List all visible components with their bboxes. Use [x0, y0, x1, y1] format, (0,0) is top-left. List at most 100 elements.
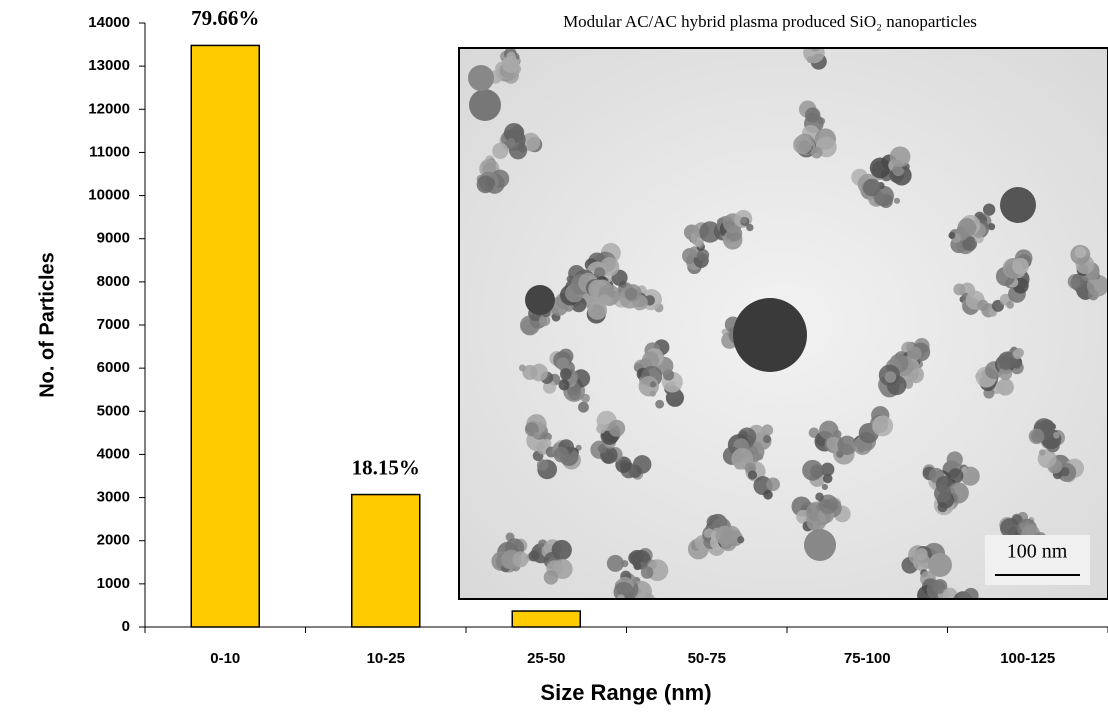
y-tick-label: 3000 — [97, 489, 130, 506]
particle — [468, 65, 494, 91]
particle — [543, 570, 559, 585]
particle — [933, 484, 952, 503]
particle — [640, 566, 654, 579]
particle — [977, 597, 987, 599]
particle — [946, 451, 963, 468]
particle — [636, 601, 642, 607]
y-tick-label: 11000 — [89, 143, 130, 160]
particle — [522, 364, 538, 380]
particle — [763, 490, 773, 500]
particle — [578, 401, 589, 413]
particle — [826, 436, 841, 451]
inset-image: 100 nm — [458, 47, 1108, 618]
particle — [962, 236, 978, 251]
particle — [525, 285, 555, 315]
particle — [518, 364, 526, 372]
particle — [954, 601, 960, 607]
particle — [928, 553, 952, 577]
y-tick-label: 8000 — [97, 273, 130, 290]
particle — [1086, 274, 1108, 297]
y-tick-label: 1000 — [97, 575, 130, 592]
particle — [1074, 246, 1087, 259]
particle — [932, 578, 948, 594]
particle — [1053, 431, 1060, 439]
x-tick-label: 75-100 — [844, 650, 891, 667]
particle — [556, 357, 570, 371]
x-tick-label: 25-50 — [527, 650, 565, 667]
annotation: 18.15% — [352, 455, 420, 479]
particle — [746, 223, 754, 232]
particle — [696, 249, 710, 262]
particle — [621, 560, 629, 568]
particles — [468, 48, 1108, 618]
particle — [809, 48, 821, 52]
particle — [507, 137, 516, 146]
y-tick-label: 12000 — [88, 100, 130, 117]
y-tick-label: 6000 — [97, 359, 130, 376]
particle — [606, 554, 624, 572]
particle — [649, 390, 656, 397]
x-tick-label: 100-125 — [1000, 650, 1055, 667]
particle — [485, 178, 496, 188]
particle — [747, 470, 758, 480]
scale-bar-label: 100 nm — [1007, 541, 1068, 563]
particle — [818, 494, 838, 515]
particle — [617, 594, 625, 599]
particle — [649, 381, 657, 388]
particle — [631, 549, 651, 570]
y-tick-label: 10000 — [88, 187, 130, 204]
particle — [1000, 187, 1036, 223]
particle — [872, 415, 894, 437]
particle — [740, 216, 748, 224]
y-tick-label: 9000 — [97, 230, 130, 247]
particle — [597, 444, 608, 454]
particle — [948, 232, 956, 239]
y-tick-label: 14000 — [88, 14, 130, 31]
particle — [492, 142, 509, 159]
particle — [553, 446, 570, 463]
particle — [737, 536, 745, 544]
y-tick-label: 4000 — [97, 445, 130, 462]
particle — [893, 197, 901, 204]
particle — [655, 399, 665, 409]
particle — [1006, 301, 1014, 309]
particle — [638, 376, 659, 397]
particle — [625, 287, 638, 301]
particle — [966, 603, 981, 618]
particle — [884, 371, 897, 383]
particle — [997, 351, 1017, 370]
particle — [1031, 429, 1045, 443]
particle — [988, 223, 996, 231]
bar — [190, 44, 260, 628]
particle — [821, 483, 828, 491]
x-tick-label: 10-25 — [367, 650, 405, 667]
y-tick-label: 2000 — [97, 532, 130, 549]
particle — [802, 459, 824, 481]
particle — [502, 56, 520, 74]
particle — [1070, 277, 1081, 288]
particle — [558, 379, 570, 391]
particle — [913, 553, 931, 571]
particle — [594, 267, 606, 279]
inset-title: Modular AC/AC hybrid plasma produced SiO… — [563, 12, 977, 31]
particle — [733, 298, 807, 372]
particle — [587, 300, 608, 320]
particle — [1060, 467, 1070, 477]
y-axis-label: No. of Particles — [36, 252, 58, 398]
y-tick-label: 13000 — [88, 57, 130, 74]
particle — [963, 587, 979, 599]
particle — [761, 424, 774, 436]
particle — [983, 203, 996, 216]
particle — [942, 587, 958, 599]
particle — [536, 459, 549, 471]
particle — [803, 48, 825, 64]
particle — [542, 438, 552, 448]
x-axis-label: Size Range (nm) — [540, 680, 711, 705]
bar — [351, 493, 421, 628]
particle — [559, 368, 572, 380]
particle — [961, 466, 968, 473]
inset-frame — [458, 47, 1108, 600]
particle — [512, 551, 529, 568]
particle — [998, 366, 1013, 381]
